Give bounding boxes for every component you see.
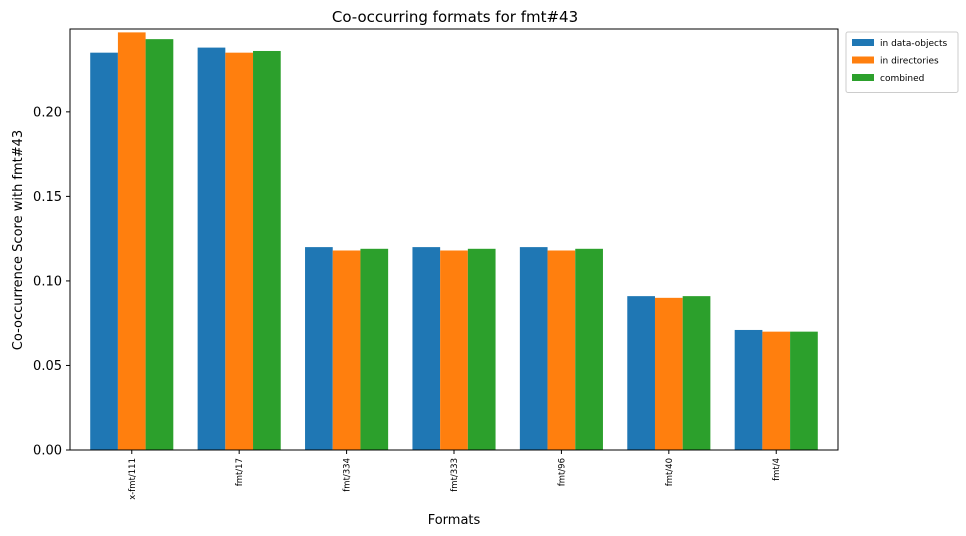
x-tick-label: fmt/17: [235, 458, 245, 486]
y-tick-label: 0.10: [33, 274, 62, 289]
bar-fmt-333-series-3: [467, 248, 496, 450]
y-axis-label: Co-occurrence Score with fmt#43: [11, 130, 26, 350]
chart-title: Co-occurring formats for fmt#43: [332, 8, 578, 26]
legend-swatch: [852, 56, 874, 64]
bar-fmt-333-series-1: [412, 247, 441, 450]
bar-fmt-96-series-2: [547, 250, 576, 450]
x-tick-label: x-fmt/111: [128, 458, 138, 500]
y-tick-label: 0.00: [33, 444, 62, 459]
bar-fmt-40-series-1: [627, 296, 655, 450]
bar-x-fmt-111-series-1: [90, 52, 118, 451]
y-axis: 0.00 0.05 0.10 0.15 0.20: [33, 105, 70, 459]
bar-fmt-4-series-2: [762, 331, 791, 450]
bar-fmt-334-series-1: [305, 247, 333, 450]
bar-fmt-40-series-2: [654, 297, 683, 450]
legend-label: combined: [880, 74, 924, 84]
bar-fmt-96-series-1: [519, 247, 548, 450]
bar-fmt-96-series-3: [575, 248, 603, 450]
bar-fmt-17-series-2: [225, 52, 254, 451]
bar-fmt-4-series-3: [790, 331, 818, 450]
legend-label: in data-objects: [880, 39, 947, 49]
bar-fmt-4-series-1: [734, 329, 763, 450]
x-axis: x-fmt/111 fmt/17 fmt/334 fmt/333 fmt/96 fmt/4…: [128, 450, 782, 500]
legend: in data-objects in directories combined: [845, 31, 959, 93]
bar-x-fmt-111-series-2: [117, 32, 146, 450]
x-tick-label: fmt/333: [450, 458, 460, 492]
bar-fmt-334-series-2: [332, 250, 361, 450]
bar-fmt-334-series-3: [360, 248, 389, 450]
bar-fmt-17-series-3: [253, 50, 281, 450]
bar-fmt-17-series-1: [197, 47, 226, 450]
y-tick-label: 0.05: [33, 359, 62, 374]
y-tick-label: 0.15: [33, 190, 62, 205]
x-tick-label: fmt/4: [772, 458, 782, 481]
bar-x-fmt-111-series-3: [145, 39, 174, 450]
x-tick-label: fmt/334: [343, 458, 353, 492]
bars-layer: [90, 32, 818, 451]
x-tick-label: fmt/96: [557, 458, 567, 486]
x-axis-label: Formats: [428, 513, 481, 528]
bar-fmt-40-series-3: [682, 296, 711, 450]
legend-swatch: [852, 74, 874, 81]
x-tick-label: fmt/40: [665, 458, 675, 486]
y-tick-label: 0.20: [33, 105, 62, 120]
bar-fmt-333-series-2: [440, 250, 468, 450]
legend-swatch: [852, 39, 874, 46]
legend-label: in directories: [880, 57, 939, 67]
